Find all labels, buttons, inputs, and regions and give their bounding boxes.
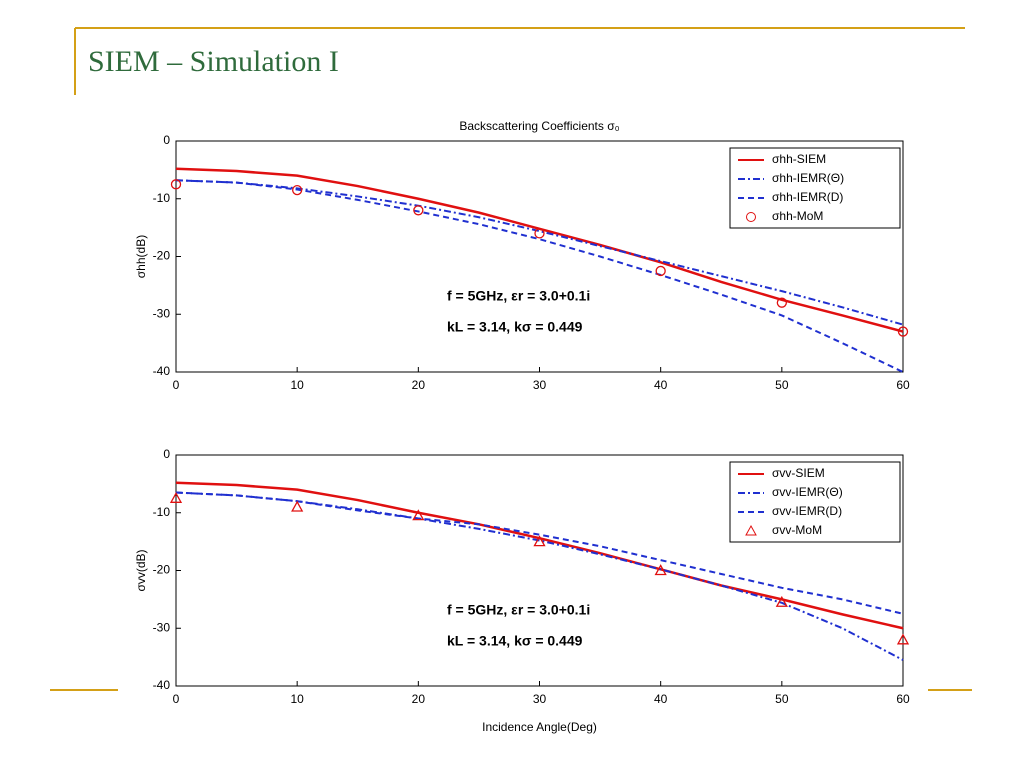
- data-point: [775, 595, 788, 607]
- y-tick-label: 0: [163, 133, 170, 147]
- data-point: [654, 564, 667, 576]
- x-tick-label: 40: [654, 692, 668, 706]
- x-tick-label: 10: [290, 692, 304, 706]
- data-point: [655, 265, 666, 277]
- x-tick-label: 0: [173, 692, 180, 706]
- legend-label: σvv-IEMR(Θ): [772, 485, 843, 499]
- data-point: [533, 535, 546, 547]
- annotation: f = 5GHz, εr = 3.0+0.1i: [447, 602, 590, 618]
- data-point: [897, 326, 909, 337]
- x-tick-label: 40: [654, 378, 668, 392]
- y-tick-label: -10: [153, 191, 171, 205]
- y-axis-label: σvv(dB): [134, 549, 148, 591]
- x-tick-label: 60: [896, 378, 910, 392]
- legend-label: σhh-MoM: [772, 209, 823, 223]
- series-line: [175, 179, 904, 326]
- x-tick-label: 30: [533, 378, 547, 392]
- data-point: [291, 500, 304, 512]
- y-tick-label: -40: [153, 364, 171, 378]
- data-point: [292, 184, 303, 196]
- legend-label: σhh-IEMR(D): [772, 190, 843, 204]
- x-tick-label: 50: [775, 692, 789, 706]
- annotation: f = 5GHz, εr = 3.0+0.1i: [447, 288, 590, 304]
- x-tick-label: 10: [290, 378, 304, 392]
- legend-label: σvv-MoM: [772, 523, 822, 537]
- data-point: [170, 179, 182, 190]
- legend-label: σhh-SIEM: [772, 152, 826, 166]
- legend-label: σhh-IEMR(Θ): [772, 171, 844, 185]
- x-tick-label: 60: [896, 692, 910, 706]
- x-tick-label: 0: [173, 378, 180, 392]
- chart-title: Backscattering Coefficients σ₀: [459, 119, 619, 133]
- y-tick-label: -10: [153, 505, 171, 519]
- legend-swatch: [745, 524, 757, 536]
- y-tick-label: -30: [153, 306, 171, 320]
- data-point: [169, 491, 183, 503]
- data-point: [412, 509, 425, 521]
- data-point: [413, 205, 424, 216]
- legend-swatch: [746, 212, 756, 222]
- annotation: kL = 3.14, kσ = 0.449: [447, 633, 583, 649]
- y-tick-label: -20: [153, 563, 171, 577]
- legend-box: [729, 147, 901, 229]
- y-tick-label: 0: [163, 447, 170, 461]
- data-point: [776, 297, 787, 308]
- x-tick-label: 50: [775, 378, 789, 392]
- data-point: [534, 228, 545, 239]
- x-tick-label: 20: [412, 692, 426, 706]
- y-tick-label: -40: [153, 678, 171, 692]
- series-line: [175, 179, 904, 373]
- y-tick-label: -20: [153, 249, 171, 263]
- x-axis-label: Incidence Angle(Deg): [482, 720, 597, 734]
- x-tick-label: 20: [412, 378, 426, 392]
- x-tick-label: 30: [533, 692, 547, 706]
- y-tick-label: -30: [153, 620, 171, 634]
- series-line: [175, 481, 904, 630]
- legend-label: σvv-IEMR(D): [772, 504, 842, 518]
- annotation: kL = 3.14, kσ = 0.449: [447, 319, 583, 335]
- slide-title: SIEM – Simulation I: [88, 45, 339, 78]
- legend-box: [729, 461, 901, 543]
- y-axis-label: σhh(dB): [134, 235, 148, 278]
- legend-label: σvv-SIEM: [772, 466, 825, 480]
- data-point: [896, 633, 910, 645]
